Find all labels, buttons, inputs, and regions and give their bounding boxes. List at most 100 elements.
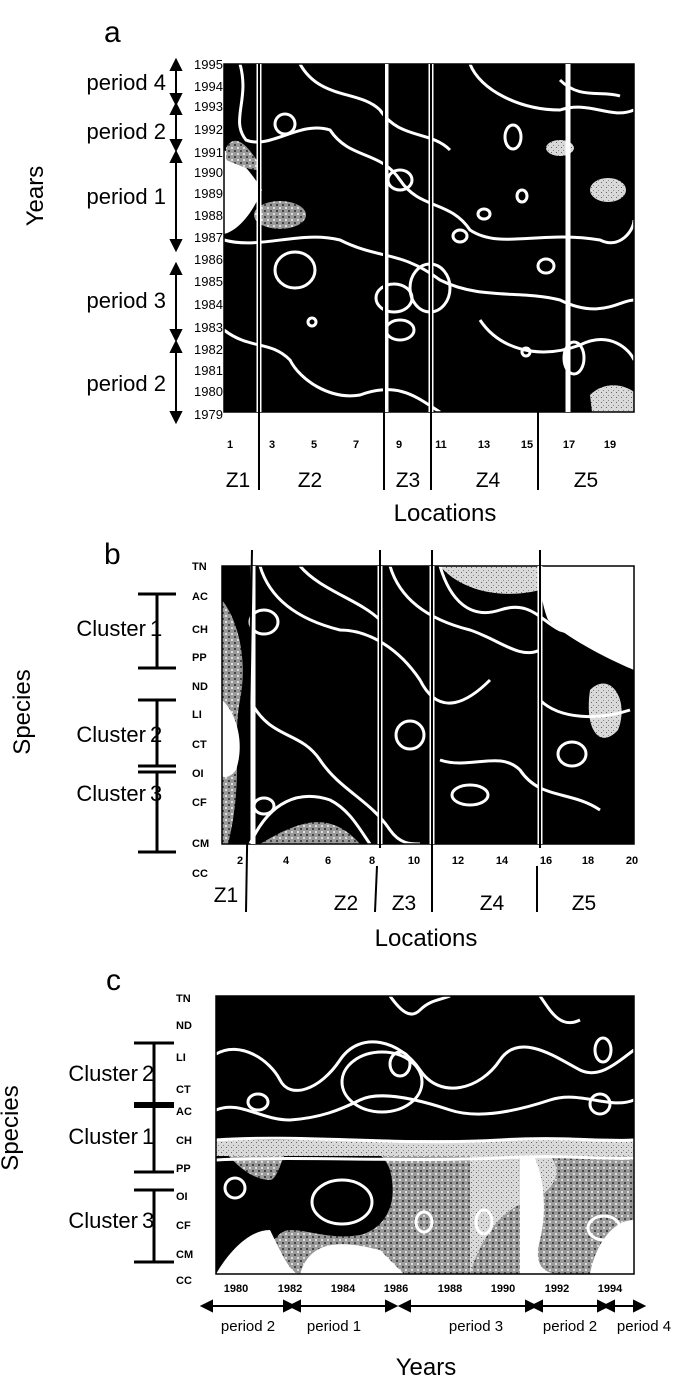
location-tick: 12: [452, 855, 464, 867]
period-label: period 3: [86, 288, 166, 313]
cluster-number: 2: [150, 722, 162, 747]
year-tick: 1988: [194, 208, 223, 223]
year-tick: 1990: [194, 165, 223, 180]
species-tick: LI: [176, 1052, 186, 1064]
year-tick: 1986: [194, 252, 223, 267]
species-tick: AC: [176, 1106, 192, 1118]
period-label: period 2: [86, 371, 166, 396]
panel-c-period-labels: period 2 period 1 period 3 period 2 peri…: [221, 1318, 671, 1335]
panel-c-year-ticks: 1980 1982 1984 1986 1988 1990 1992 1994: [224, 1283, 623, 1295]
period-label: period 2: [543, 1318, 597, 1335]
panel-a-location-ticks: 1 3 5 7 9 11 13 15 17 19: [227, 439, 616, 451]
species-tick: CT: [192, 739, 207, 751]
location-tick: 15: [521, 439, 533, 451]
period-label: period 3: [449, 1318, 503, 1335]
species-tick: LI: [192, 709, 202, 721]
year-tick: 1982: [194, 342, 223, 357]
location-tick: 8: [369, 855, 375, 867]
species-tick: CF: [176, 1220, 191, 1232]
panel-b-zone-lines: [245, 549, 543, 913]
location-tick: 2: [237, 855, 243, 867]
panel-b-cluster-brackets: [138, 592, 176, 854]
year-tick: 1992: [545, 1283, 569, 1295]
species-tick: CC: [176, 1275, 192, 1287]
panel-c-heatmap: [215, 994, 635, 1275]
panel-c-species-ticks: TN ND LI CT AC CH PP OI CF CM CC: [176, 993, 193, 1287]
species-tick: CH: [176, 1135, 192, 1147]
species-tick: ND: [192, 681, 208, 693]
location-tick: 14: [496, 855, 509, 867]
period-label: period 2: [86, 119, 166, 144]
period-label: period 1: [307, 1318, 361, 1335]
location-tick: 20: [626, 855, 638, 867]
cluster-label: Cluster: [68, 1061, 138, 1086]
period-label: period 2: [221, 1318, 275, 1335]
species-tick: AC: [192, 591, 208, 603]
zone-label: Z4: [480, 892, 505, 915]
panel-c-letter: c: [106, 964, 121, 997]
species-tick: CF: [192, 797, 207, 809]
panel-a-zone-labels: Z1 Z2 Z3 Z4 Z5: [226, 469, 599, 492]
species-tick: OI: [176, 1191, 188, 1203]
year-tick: 1993: [194, 99, 223, 114]
zone-label: Z1: [214, 884, 239, 907]
location-tick: 6: [325, 855, 331, 867]
year-tick: 1989: [194, 186, 223, 201]
location-tick: 16: [540, 855, 552, 867]
year-tick: 1979: [194, 407, 223, 422]
location-tick: 19: [604, 439, 616, 451]
year-tick: 1991: [194, 145, 223, 160]
panel-b-xlabel: Locations: [375, 925, 478, 952]
location-tick: 11: [435, 439, 447, 451]
location-tick: 5: [311, 439, 317, 451]
panel-b-species-ticks: TN AC CH PP ND LI CT OI CF CM CC: [192, 561, 209, 880]
panel-b-heatmap: [221, 565, 635, 846]
location-tick: 9: [396, 439, 402, 451]
year-tick: 1980: [194, 384, 223, 399]
location-tick: 1: [227, 439, 233, 451]
cluster-label: Cluster: [76, 722, 146, 747]
location-tick: 3: [269, 439, 275, 451]
location-tick: 13: [478, 439, 490, 451]
zone-label: Z3: [396, 469, 421, 492]
panel-b-letter: b: [104, 538, 121, 571]
panel-a-zone-lines: [256, 64, 571, 490]
zone-label: Z4: [476, 469, 501, 492]
panel-a-period-labels: period 4 period 2 period 1 period 3 peri…: [86, 70, 166, 396]
cluster-number: 3: [150, 781, 162, 806]
zone-label: Z3: [392, 892, 417, 915]
zone-label: Z5: [574, 469, 599, 492]
year-tick: 1995: [194, 57, 223, 72]
species-tick: CC: [192, 868, 208, 880]
panel-b-zone-labels: Z1 Z2 Z3 Z4 Z5: [214, 884, 597, 915]
panel-a: a Years: [22, 16, 636, 527]
panel-c: c Species: [0, 964, 671, 1381]
location-tick: 18: [582, 855, 594, 867]
species-tick: TN: [192, 561, 207, 573]
zone-label: Z2: [334, 892, 359, 915]
cluster-label: Cluster: [68, 1208, 138, 1233]
panel-b-ylabel: Species: [9, 669, 36, 754]
panel-c-ylabel: Species: [0, 1085, 24, 1170]
year-tick: 1980: [224, 1283, 248, 1295]
cluster-label: Cluster: [76, 616, 146, 641]
year-tick: 1983: [194, 320, 223, 335]
year-tick: 1988: [438, 1283, 462, 1295]
zone-label: Z2: [298, 469, 323, 492]
panel-a-period-arrows: [169, 57, 183, 425]
panel-a-year-ticks: 1995 1994 1993 1992 1991 1990 1989 1988 …: [194, 57, 223, 422]
year-tick: 1986: [384, 1283, 408, 1295]
year-tick: 1981: [194, 363, 223, 378]
species-tick: PP: [192, 652, 207, 664]
location-tick: 7: [353, 439, 359, 451]
cluster-number: 3: [142, 1208, 154, 1233]
species-tick: CM: [192, 838, 209, 850]
year-tick: 1984: [194, 297, 223, 312]
zone-label: Z1: [226, 469, 251, 492]
panel-c-cluster-labels: Cluster 2 Cluster 1 Cluster 3: [68, 1061, 154, 1233]
location-tick: 17: [563, 439, 575, 451]
zone-label: Z5: [572, 892, 597, 915]
panel-c-period-arrows: [199, 1299, 647, 1313]
year-tick: 1982: [278, 1283, 302, 1295]
location-tick: 10: [408, 855, 420, 867]
